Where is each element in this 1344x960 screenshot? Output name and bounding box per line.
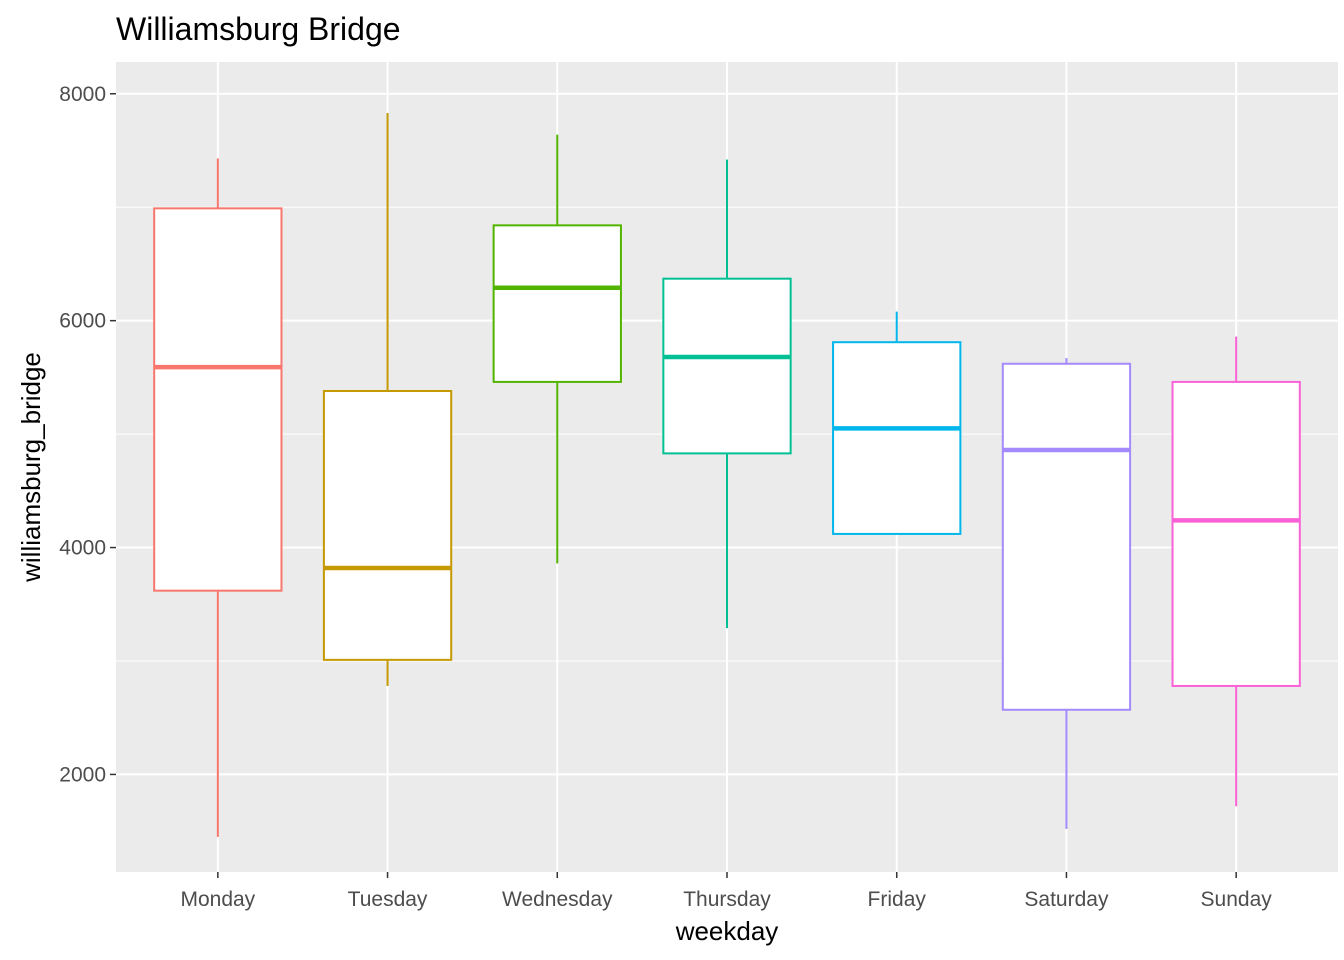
box-iqr (832, 341, 962, 535)
y-tick-label: 4000 (59, 537, 106, 560)
y-axis-title: williamsburg_bridge (16, 352, 46, 583)
box-iqr (662, 277, 792, 455)
axes: 2000 4000 6000 8000 Monday Tuesday Wednesday Th… (59, 83, 1272, 911)
box-iqr (322, 389, 453, 661)
y-tick-label: 2000 (59, 763, 106, 786)
box-iqr (1001, 362, 1132, 711)
box-saturday (1001, 358, 1132, 829)
box-sunday (1171, 336, 1301, 807)
x-tick-label: Friday (868, 888, 927, 911)
box-thursday (662, 159, 792, 629)
box-wednesday (492, 134, 622, 564)
x-tick-label: Monday (180, 888, 255, 911)
x-tick-label: Tuesday (348, 888, 428, 911)
box-monday (153, 158, 283, 837)
y-tick-label: 6000 (59, 310, 106, 333)
x-tick-label: Saturday (1024, 888, 1109, 911)
y-tick-label: 8000 (59, 83, 106, 106)
chart-title: Williamsburg Bridge (116, 11, 401, 47)
box-iqr (492, 224, 622, 383)
box-iqr (1171, 380, 1301, 687)
box-friday (832, 311, 962, 535)
box-tuesday (322, 113, 453, 686)
box-iqr (153, 207, 283, 592)
box-series (153, 113, 1301, 837)
x-tick-label: Wednesday (502, 888, 613, 911)
x-axis-title: weekday (675, 916, 779, 946)
x-tick-label: Thursday (683, 888, 771, 911)
x-tick-label: Sunday (1201, 888, 1273, 911)
